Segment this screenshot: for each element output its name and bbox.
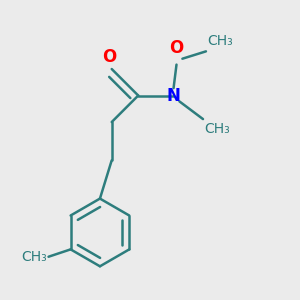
Text: O: O <box>169 39 184 57</box>
Text: CH₃: CH₃ <box>207 34 233 48</box>
Text: N: N <box>167 86 181 104</box>
Text: O: O <box>102 48 116 66</box>
Text: CH₃: CH₃ <box>21 250 47 264</box>
Text: CH₃: CH₃ <box>205 122 230 136</box>
